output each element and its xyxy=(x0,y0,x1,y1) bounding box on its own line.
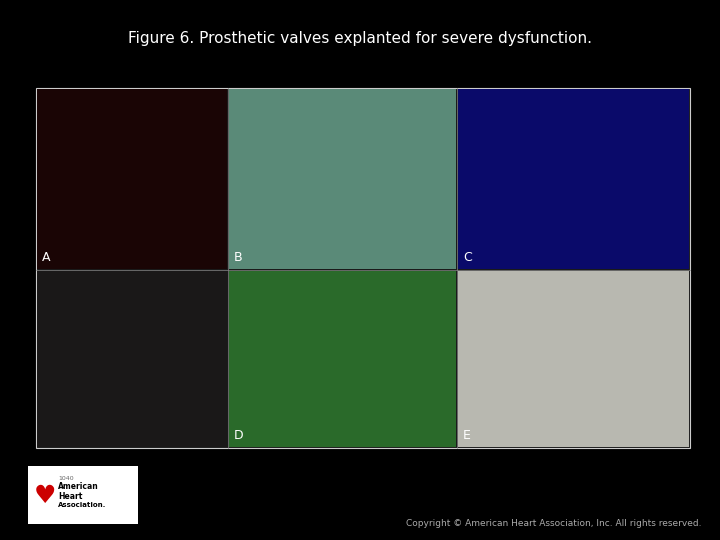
Bar xyxy=(37,89,227,269)
Text: ♥: ♥ xyxy=(34,484,56,508)
Bar xyxy=(37,271,227,447)
Text: Heart: Heart xyxy=(58,492,82,501)
Text: Copyright © American Heart Association, Inc. All rights reserved.: Copyright © American Heart Association, … xyxy=(407,519,702,529)
Bar xyxy=(36,88,690,448)
Text: American: American xyxy=(58,482,99,491)
Text: 1040: 1040 xyxy=(58,476,73,481)
Bar xyxy=(458,89,689,269)
Text: Association.: Association. xyxy=(58,502,107,508)
Bar xyxy=(28,466,138,524)
Text: B: B xyxy=(234,251,243,264)
Bar xyxy=(229,271,456,447)
Text: C: C xyxy=(463,251,472,264)
Bar xyxy=(229,89,456,269)
Text: D: D xyxy=(234,429,243,442)
Text: E: E xyxy=(463,429,471,442)
Text: Figure 6. Prosthetic valves explanted for severe dysfunction.: Figure 6. Prosthetic valves explanted fo… xyxy=(128,30,592,45)
Bar xyxy=(458,271,689,447)
Text: A: A xyxy=(42,251,50,264)
